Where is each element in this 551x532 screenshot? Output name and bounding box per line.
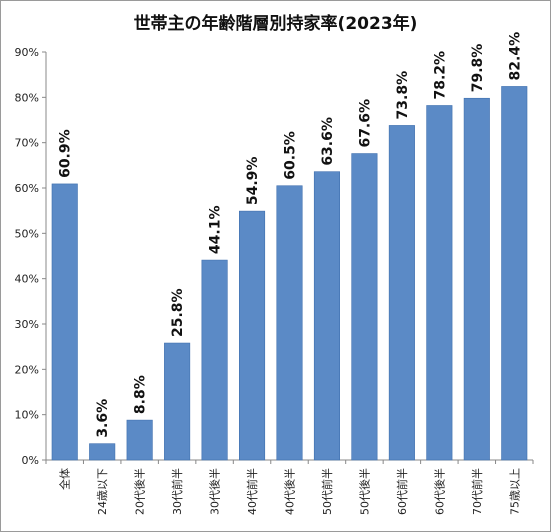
x-tick-label: 60代後半 [432,468,446,515]
x-tick-label: 30代後半 [208,468,222,515]
x-tick-label: 全体 [58,468,72,490]
data-label: 44.1% [208,206,224,255]
y-tick-label: 90% [15,46,39,59]
y-tick-label: 60% [15,182,39,195]
y-tick-label: 50% [15,227,39,240]
bar [126,419,153,461]
bar [313,171,340,461]
bar [501,86,528,461]
data-label: 60.5% [283,131,299,180]
data-label: 78.2% [432,51,448,100]
x-tick-label: 40代前半 [245,468,259,515]
data-label: 8.8% [133,375,149,414]
bar [51,183,78,461]
y-tick-label: 10% [15,409,39,422]
x-tick-labels: 全体 24歳以下 20代後半 30代前半 30代後半 40代前半 40代後半 50代前半 50代… [58,468,522,515]
y-tick-labels: 0% 10% 20% 30% 40% 50% 60% 70% 80% 90% [15,46,39,467]
bar [426,105,453,461]
chart-title: 世帯主の年齢階層別持家率(2023年) [133,14,418,34]
bar [463,97,490,461]
y-tick-label: 70% [15,137,39,150]
x-tick-label: 30代前半 [170,468,184,515]
x-tick-label: 60代前半 [395,468,409,515]
bar [164,342,191,461]
data-label: 63.6% [320,117,336,166]
x-tick-label: 20代後半 [133,468,147,515]
x-tick-label: 24歳以下 [96,468,109,515]
y-tick-label: 40% [15,273,39,286]
data-label: 82.4% [507,32,523,81]
y-tick-label: 20% [15,363,39,376]
data-label: 79.8% [470,44,486,93]
bar [388,125,415,461]
x-tick-label: 70代前半 [470,468,484,515]
y-tick-label: 30% [15,318,39,331]
bar [351,153,378,461]
x-tick-label: 40代後半 [283,468,297,515]
x-tick-label: 50代後半 [357,468,371,515]
x-tick-label: 50代前半 [320,468,334,515]
bar [239,210,266,461]
data-label: 73.8% [395,71,411,120]
bar [201,259,228,461]
data-label: 54.9% [245,157,261,206]
x-tick-label: 75歳以上 [508,468,521,515]
y-tick-label: 80% [15,91,39,104]
bar [89,443,116,461]
bars [51,86,528,461]
data-label: 67.6% [357,99,373,148]
data-label: 25.8% [170,288,186,337]
y-tick-label: 0% [22,454,39,467]
data-label: 60.9% [58,129,74,178]
bar [276,185,303,461]
data-labels: 60.9% 3.6% 8.8% 25.8% 44.1% 54.9% 60.5% 63.6% 67… [58,32,524,438]
data-label: 3.6% [95,399,111,438]
